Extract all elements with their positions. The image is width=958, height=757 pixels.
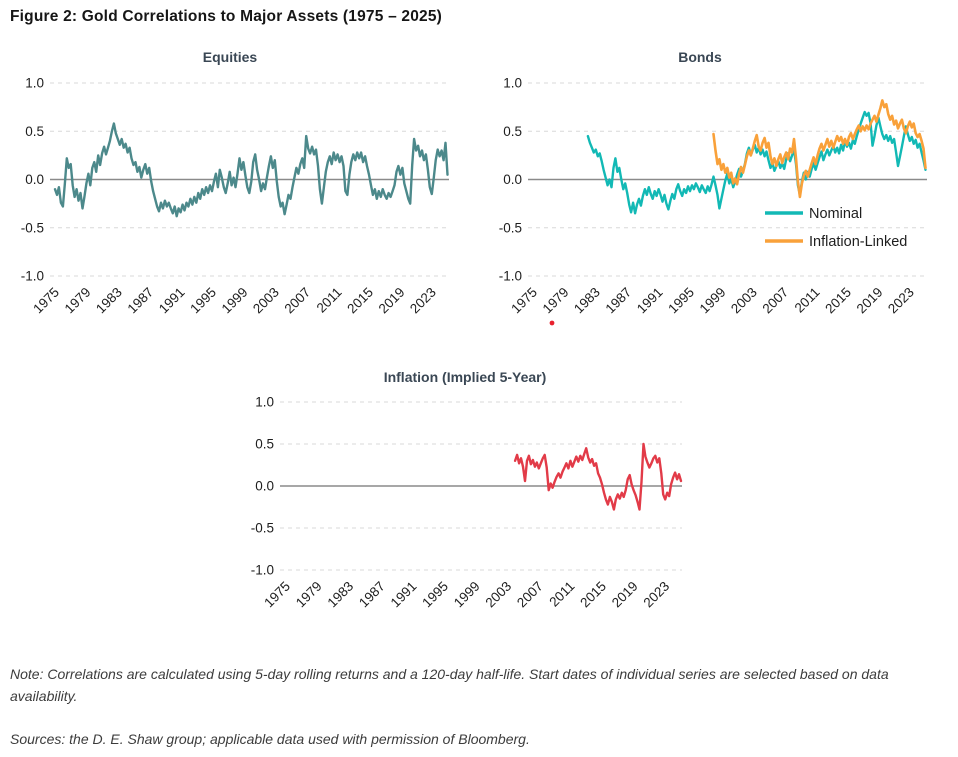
x-tick-label: 2011 (792, 285, 823, 316)
series-line-inflation_linked (712, 99, 927, 199)
y-tick-label: 0.0 (25, 172, 44, 187)
figure-title: Figure 2: Gold Correlations to Major Ass… (10, 8, 443, 25)
note-text: Note: Correlations are calculated using … (10, 666, 889, 704)
x-tick-label: 1995 (419, 579, 451, 611)
y-tick-label: 0.0 (503, 172, 522, 187)
series-line-nominal (586, 110, 927, 215)
x-tick-label: 2007 (281, 285, 313, 317)
x-tick-label: 1983 (93, 285, 125, 317)
x-tick-label: 2023 (885, 285, 917, 317)
x-tick-label: 1979 (293, 579, 325, 611)
x-tick-label: 2003 (250, 285, 282, 317)
y-tick-label: -0.5 (21, 220, 44, 235)
x-tick-label: 1979 (62, 285, 94, 317)
sources-text: Sources: the D. E. Shaw group; applicabl… (10, 731, 530, 747)
x-tick-label: 2015 (577, 579, 609, 611)
y-tick-label: -1.0 (499, 269, 522, 284)
x-tick-label: 2011 (314, 285, 345, 316)
x-tick-label: 1995 (665, 285, 697, 317)
x-tick-label: 1979 (540, 285, 572, 317)
x-tick-label: 2015 (344, 285, 376, 317)
x-tick-label: 1991 (634, 285, 666, 317)
x-tick-label: 2019 (376, 285, 408, 317)
x-tick-label: 1987 (124, 285, 156, 317)
x-tick-label: 2019 (609, 579, 641, 611)
x-tick-label: 2007 (759, 285, 791, 317)
x-tick-label: 2003 (482, 579, 514, 611)
x-tick-label: 1999 (219, 285, 251, 317)
x-tick-label: 1999 (451, 579, 483, 611)
x-tick-label: 2011 (546, 579, 577, 610)
x-tick-label: 1987 (602, 285, 634, 317)
y-tick-label: 0.5 (503, 124, 522, 139)
legend-label-nominal: Nominal (809, 206, 862, 222)
y-tick-label: 1.0 (503, 76, 522, 91)
x-tick-label: 1975 (30, 285, 62, 317)
x-tick-label: 1987 (356, 579, 388, 611)
chart-subtitle: Inflation (Implied 5-Year) (384, 369, 547, 385)
chart-subtitle: Bonds (678, 49, 722, 65)
x-tick-label: 1991 (388, 579, 420, 611)
x-tick-label: 1991 (156, 285, 188, 317)
chart-subtitle: Equities (203, 49, 258, 65)
stray-red-dot (549, 320, 555, 326)
x-tick-label: 1975 (261, 579, 293, 611)
x-tick-label: 2003 (728, 285, 760, 317)
x-tick-label: 2015 (822, 285, 854, 317)
x-tick-label: 2007 (514, 579, 546, 611)
x-tick-label: 1983 (571, 285, 603, 317)
x-tick-label: 2019 (854, 285, 886, 317)
series-line-equities (53, 122, 449, 218)
x-tick-label: 1999 (697, 285, 729, 317)
legend-label-inflation_linked: Inflation-Linked (809, 234, 907, 250)
x-tick-label: 2023 (407, 285, 439, 317)
y-tick-label: 0.5 (255, 437, 274, 452)
y-tick-label: -0.5 (251, 521, 274, 536)
y-tick-label: 0.0 (255, 479, 274, 494)
y-tick-label: 1.0 (25, 76, 44, 91)
y-tick-label: -1.0 (21, 269, 44, 284)
y-tick-label: -1.0 (251, 563, 274, 578)
x-tick-label: 2023 (640, 579, 672, 611)
y-tick-label: 0.5 (25, 124, 44, 139)
y-tick-label: -0.5 (499, 220, 522, 235)
x-tick-label: 1995 (187, 285, 219, 317)
series-line-inflation (513, 442, 683, 511)
x-tick-label: 1983 (324, 579, 356, 611)
y-tick-label: 1.0 (255, 395, 274, 410)
x-tick-label: 1975 (508, 285, 540, 317)
